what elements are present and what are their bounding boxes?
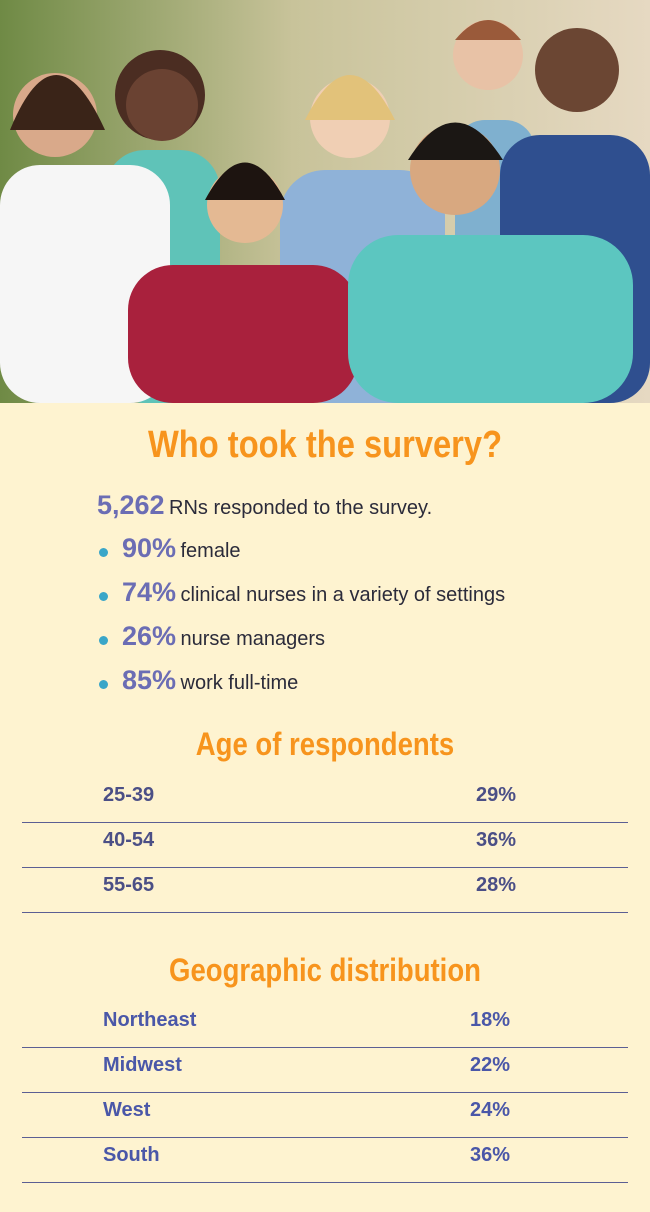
bullet-item: 26% nurse managers	[122, 621, 325, 652]
row-label: Midwest	[103, 1054, 182, 1076]
intro-number: 5,262	[97, 490, 165, 520]
intro: 5,262 RNs responded to the survey.	[97, 490, 432, 521]
row-value: 22%	[470, 1054, 511, 1076]
intro-text: RNs responded to the survey.	[169, 497, 433, 519]
bullet-text: female	[180, 540, 241, 562]
bullet-item: 90% female	[122, 533, 241, 564]
bullet-dot	[99, 548, 108, 557]
people	[0, 20, 650, 403]
bullet-dot	[99, 680, 108, 689]
row-divider	[22, 912, 628, 913]
bullet-dot	[99, 592, 108, 601]
bullet-number: 74%	[122, 577, 177, 607]
row-value: 24%	[470, 1099, 511, 1121]
survey-title: Who took the survery?	[147, 424, 503, 466]
bullet-text: clinical nurses in a variety of settings	[180, 584, 506, 606]
bullet-text: work full-time	[180, 672, 299, 694]
photo	[0, 0, 650, 403]
row-divider	[22, 1137, 628, 1138]
bullet-item: 85% work full-time	[122, 665, 298, 696]
row-label: West	[103, 1099, 151, 1121]
row-label: 25-39	[103, 784, 155, 806]
bullet-text: nurse managers	[180, 628, 326, 650]
bullet-item: 74% clinical nurses in a variety of sett…	[122, 577, 505, 608]
row-value: 28%	[476, 874, 517, 896]
row-value: 29%	[476, 784, 517, 806]
row-label: Northeast	[103, 1009, 197, 1031]
row-label: 40-54	[103, 829, 155, 851]
bullet-dot	[99, 636, 108, 645]
row-divider	[22, 1182, 628, 1183]
bullet-number: 26%	[122, 621, 177, 651]
row-value: 36%	[470, 1144, 511, 1166]
row-label: 55-65	[103, 874, 155, 896]
row-label: South	[103, 1144, 160, 1166]
row-divider	[22, 822, 628, 823]
bullet-number: 85%	[122, 665, 177, 695]
age-title: Age of respondents	[195, 726, 455, 762]
geography-title: Geographic distribution	[169, 952, 481, 988]
row-value: 36%	[476, 829, 517, 851]
row-value: 18%	[470, 1009, 511, 1031]
row-divider	[22, 867, 628, 868]
bullet-number: 90%	[122, 533, 177, 563]
row-divider	[22, 1092, 628, 1093]
row-divider	[22, 1047, 628, 1048]
